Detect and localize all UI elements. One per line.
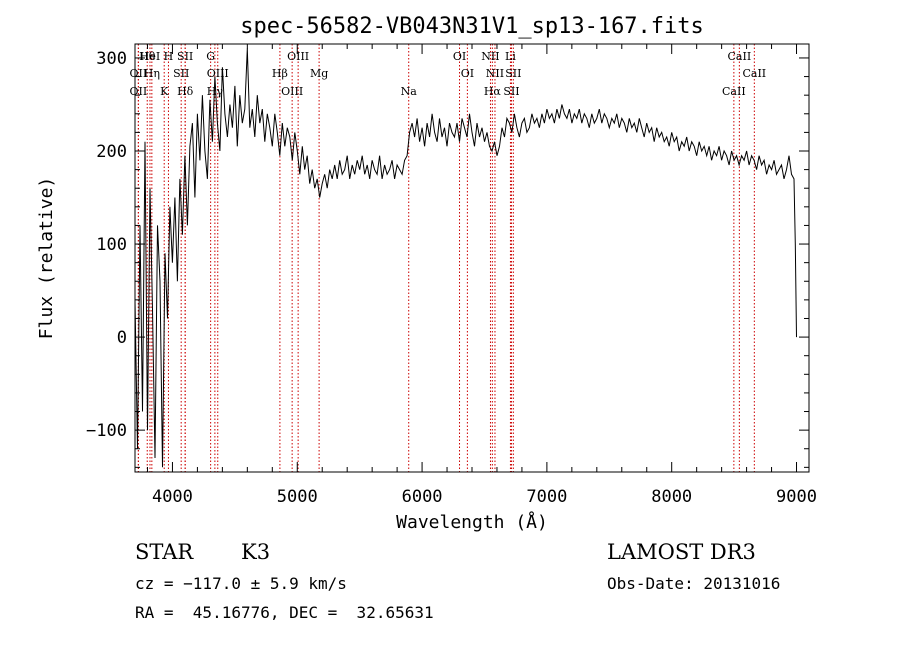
spectral-line-label: Li: [505, 50, 516, 63]
spectral-line-label: Hθ: [139, 50, 156, 63]
spectral-line-label: SII: [177, 50, 193, 63]
spectral-line-label: HeI: [140, 50, 160, 63]
spectral-line-label: SII: [503, 85, 519, 98]
spectral-line-label: OI: [461, 67, 474, 80]
spectral-line-label: Mg: [310, 67, 328, 80]
spectral-line-label: OII: [130, 85, 148, 98]
survey-name: LAMOST DR3: [607, 540, 756, 564]
spectrum-series-line: [135, 48, 797, 468]
spectral-line-label: CaII: [728, 50, 752, 63]
object-class: STAR: [135, 540, 194, 564]
spectral-line-label: NII: [486, 67, 504, 80]
spectral-line-label: OIII: [207, 67, 229, 80]
chart-title: spec-56582-VB043N31V1_sp13-167.fits: [240, 14, 704, 39]
y-axis-label: Flux (relative): [36, 177, 57, 340]
y-tick-label: 200: [96, 142, 127, 162]
spectral-line-label: CaII: [722, 85, 746, 98]
spectral-line-label: NII: [481, 50, 499, 63]
spectral-line-label: Hβ: [272, 67, 288, 80]
x-tick-label: 8000: [651, 487, 692, 507]
observation-date: Obs-Date: 20131016: [607, 574, 781, 593]
line-labels-layer: HθOIIOIIHeIHηKHSIIHδSIIOIIIHγGHβOIIIOIII…: [130, 50, 767, 98]
spectral-line-label: K: [160, 85, 169, 98]
y-tick-label: 0: [117, 328, 127, 348]
series-layer: [135, 48, 797, 468]
y-tick-label: −100: [86, 421, 127, 441]
spectral-line-label: CaII: [742, 67, 766, 80]
x-tick-label: 6000: [402, 487, 443, 507]
spectral-line-label: Na: [401, 85, 418, 98]
coordinates-value: RA = 45.16776, DEC = 32.65631: [135, 603, 434, 622]
y-tick-label: 100: [96, 235, 127, 255]
spectral-line-label: Hα: [484, 85, 502, 98]
spectral-line-label: SII: [173, 67, 189, 80]
redshift-value: cz = −117.0 ± 5.9 km/s: [135, 574, 347, 593]
spectral-line-label: SII: [505, 67, 521, 80]
spectral-line-label: H: [164, 50, 174, 63]
spectral-line-label: Hδ: [177, 85, 194, 98]
x-axis-label: Wavelength (Å): [396, 511, 548, 533]
object-subclass: K3: [241, 540, 271, 564]
spectral-line-label: Hγ: [207, 85, 224, 98]
ticks-layer: 4000 5000 6000 7000 8000 9000 −100 0 100 200 300: [86, 44, 817, 507]
x-tick-label: 4000: [152, 487, 193, 507]
spectral-line-label: Hη: [144, 67, 160, 80]
spectral-line-label: OI: [453, 50, 466, 63]
x-tick-label: 9000: [776, 487, 817, 507]
y-tick-label: 300: [96, 49, 127, 69]
x-tick-label: 5000: [277, 487, 318, 507]
x-tick-label: 7000: [526, 487, 567, 507]
spectral-line-label: OIII: [287, 50, 309, 63]
spectral-line-label: G: [206, 50, 215, 63]
spectral-line-label: OIII: [281, 85, 303, 98]
spectral-line-label: OII: [130, 67, 148, 80]
